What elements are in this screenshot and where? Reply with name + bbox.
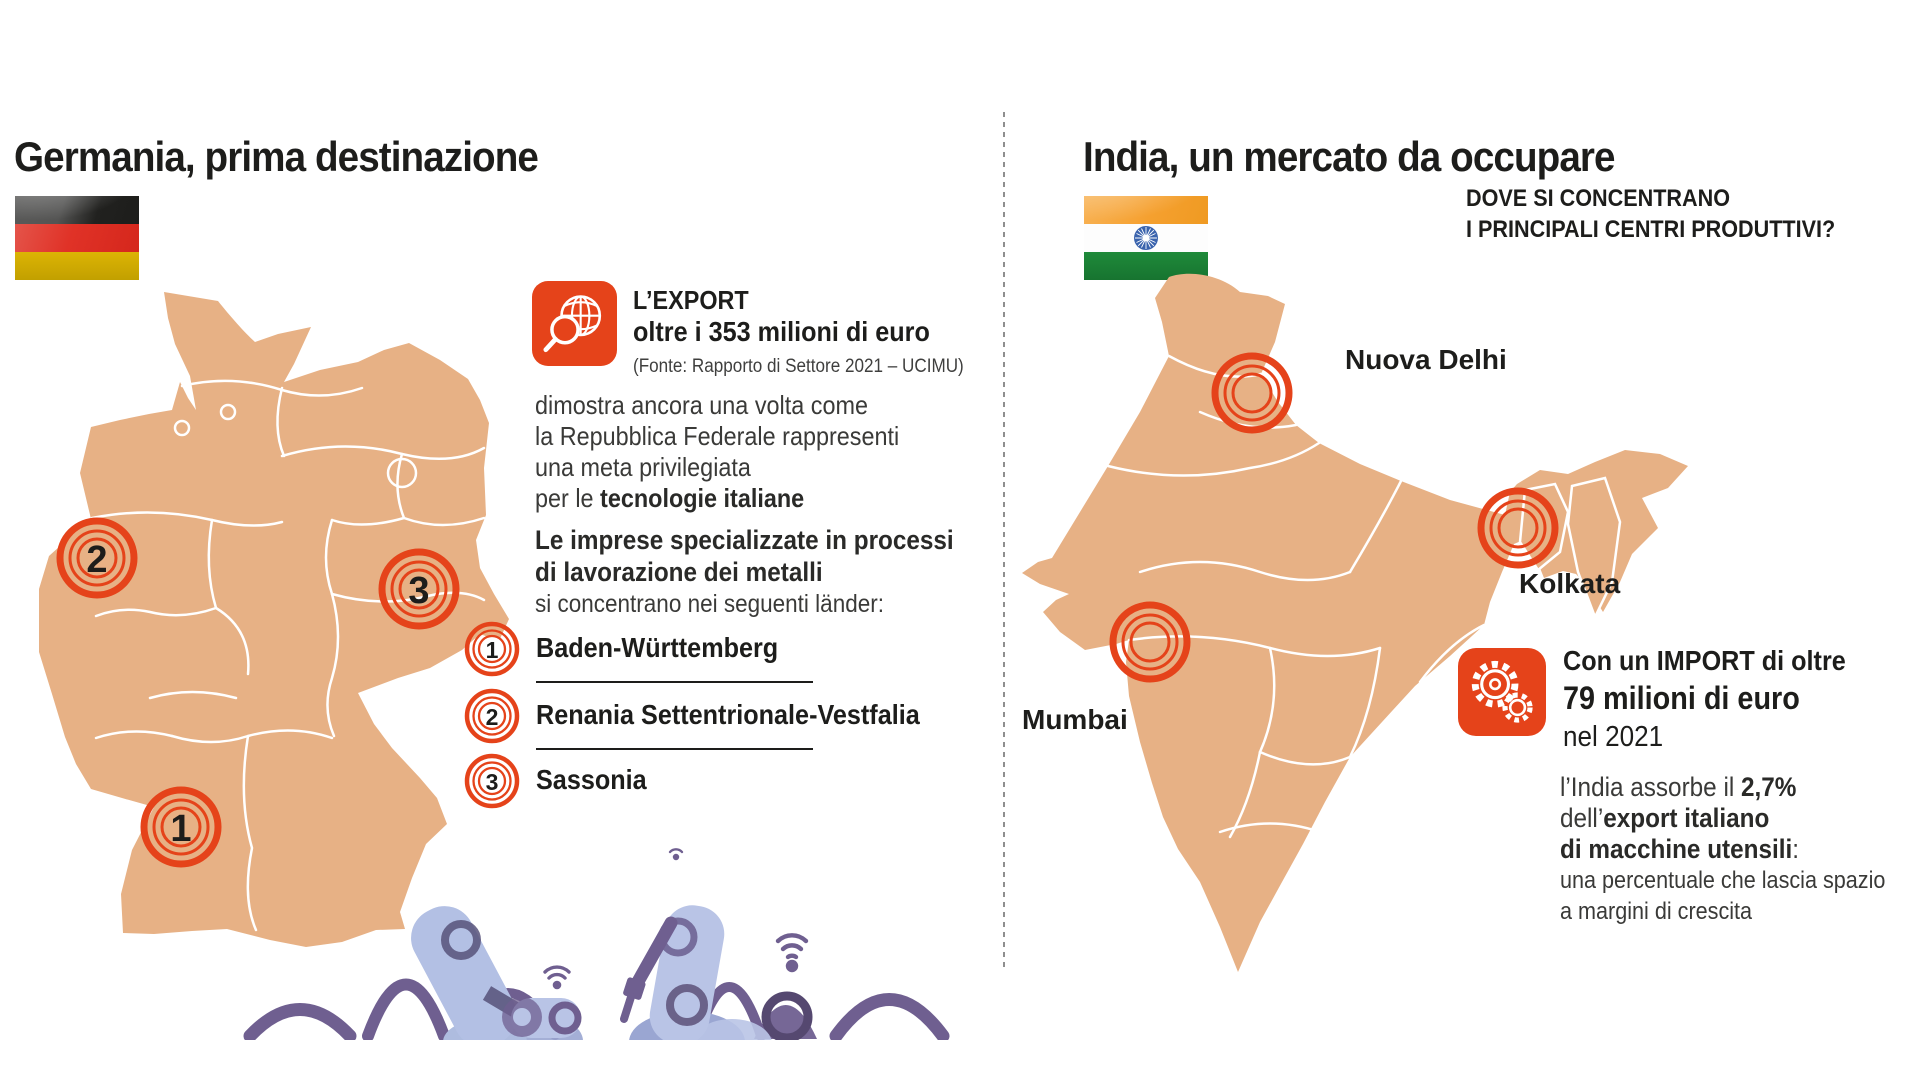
robot-arm-left [411,906,583,1040]
section-divider [1003,112,1005,968]
germany-flag-icon [15,196,139,280]
india-title: India, un mercato da occupare [1083,133,1616,180]
laender-badge-2: 2 [464,688,520,744]
svg-text:3: 3 [486,769,499,795]
gears-icon [1458,648,1546,736]
robot-arm-right [620,848,817,1040]
flag-gloss [15,196,139,280]
berlin-outline [386,457,418,489]
india-section: India, un mercato da occupare [1003,0,1920,1080]
laender-badge-1: 1 [464,621,520,677]
germany-state-borders [90,379,486,932]
arch [362,978,450,1040]
india-flag-icon [1084,196,1208,280]
city-label-kolkata: Kolkata [1519,568,1621,599]
wifi-icon [668,848,684,861]
globe-magnifier-icon [532,281,617,366]
import-block: Con un IMPORT di oltre 79 milioni di eur… [1563,645,1846,754]
laender-name-1: Baden-Württemberg [536,632,779,663]
wifi-icon [775,933,809,973]
import-line3: nel 2021 [1563,721,1664,753]
wifi-icon [543,965,571,990]
city-marker-kolkata [1477,487,1559,569]
svg-text:2: 2 [86,539,107,581]
laender-name-3: Sassonia [536,764,647,795]
germany-map-marker-2: 2 [56,517,138,599]
germany-map-marker-1: 1 [140,786,222,868]
svg-text:1: 1 [486,637,499,663]
arch [243,1003,357,1040]
city-marker-mumbai [1109,601,1191,683]
india-question: DOVE SI CONCENTRANO I PRINCIPALI CENTRI … [1466,185,1836,243]
germany-section: Germania, prima destinazione [14,133,1001,947]
separator [536,748,813,750]
export-value: oltre i 353 milioni di euro [633,316,930,347]
export-source: (Fonte: Rapporto di Settore 2021 – UCIMU… [633,356,964,377]
laender-name-2: Renania Settentrionale-Vestfalia [536,699,920,730]
separator [536,681,813,683]
import-line1: Con un IMPORT di oltre [1563,645,1846,676]
germany-map-marker-3: 3 [378,548,460,630]
import-line2: 79 milioni di euro [1563,680,1800,716]
city-label-delhi: Nuova Delhi [1345,344,1507,375]
flag-gloss [1084,196,1208,280]
export-label: L’EXPORT [633,285,749,315]
ashoka-chakra-icon [1134,226,1158,250]
export-block: L’EXPORT oltre i 353 milioni di euro (Fo… [633,285,1001,378]
svg-text:3: 3 [408,570,429,612]
germany-title: Germania, prima destinazione [14,133,539,180]
laender-badge-3: 3 [464,753,520,809]
svg-text:1: 1 [170,808,191,850]
india-state-borders [1106,354,1486,839]
city-label-mumbai: Mumbai [1022,704,1128,735]
robot-arms-illustration [243,848,950,1040]
city-marker-delhi [1211,352,1293,434]
india-paragraph: l’India assorbe il 2,7% dell’export ital… [1560,772,1886,925]
germany-paragraph: dimostra ancora una volta come la Repubb… [535,390,900,513]
germany-map [39,292,509,947]
laender-intro: Le imprese specializzate in processi di … [535,525,954,618]
svg-text:2: 2 [486,704,499,730]
arch [829,993,950,1040]
